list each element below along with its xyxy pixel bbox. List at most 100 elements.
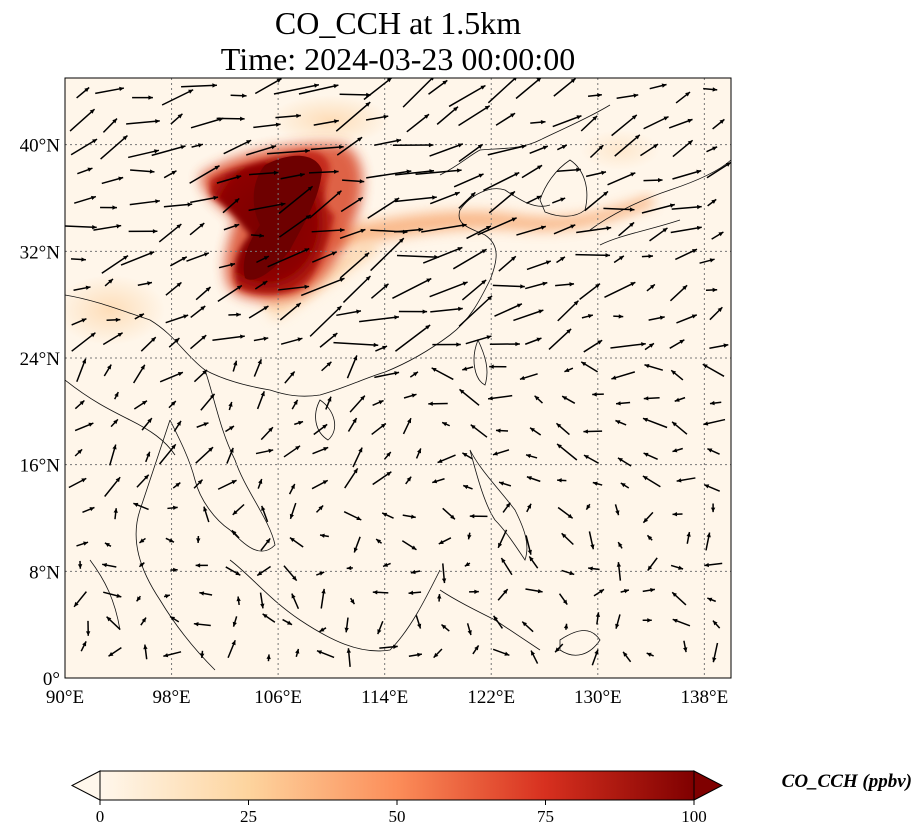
wind-arrow <box>168 337 180 348</box>
wind-arrow <box>458 191 476 209</box>
wind-arrow <box>610 342 646 349</box>
lon-tick-label: 130°E <box>574 687 622 708</box>
wind-arrow <box>136 595 142 602</box>
wind-arrow <box>113 508 118 520</box>
wind-arrow <box>646 534 653 541</box>
wind-arrow <box>595 612 601 625</box>
wind-arrow <box>225 425 235 433</box>
wind-arrow <box>165 537 175 543</box>
wind-arrow <box>159 371 184 383</box>
wind-arrow <box>588 566 600 571</box>
wind-arrow <box>563 623 569 630</box>
wind-arrow <box>308 190 342 219</box>
wind-arrow <box>316 571 325 576</box>
wind-arrow <box>709 400 722 406</box>
wind-arrow <box>216 175 242 184</box>
wind-arrow <box>335 101 371 132</box>
wind-arrow <box>583 429 603 434</box>
wind-arrow <box>580 361 599 373</box>
wind-arrow <box>309 305 343 337</box>
wind-arrow <box>453 173 484 188</box>
wind-arrow <box>579 283 601 300</box>
wind-arrow <box>644 342 655 351</box>
wind-arrow <box>429 143 464 157</box>
wind-arrow <box>232 360 238 372</box>
wind-arrow <box>502 502 511 513</box>
wind-arrow <box>222 197 240 214</box>
wind-arrow <box>415 615 422 629</box>
wind-arrow <box>675 248 698 261</box>
wind-arrow <box>316 650 335 659</box>
wind-arrow <box>173 420 182 432</box>
wind-arrow <box>71 318 87 326</box>
wind-arrow <box>256 391 265 410</box>
wind-arrow <box>336 309 362 317</box>
wind-arrow <box>370 283 389 299</box>
wind-arrow <box>193 479 204 489</box>
wind-arrow <box>534 395 543 404</box>
wind-arrow <box>553 224 576 235</box>
wind-arrow <box>217 284 243 302</box>
wind-arrow <box>248 305 269 319</box>
wind-arrow <box>163 170 177 179</box>
wind-arrow <box>487 78 517 104</box>
wind-arrow <box>132 95 153 100</box>
wind-arrow <box>611 114 638 137</box>
wind-arrow <box>641 203 676 214</box>
wind-arrow <box>340 196 364 213</box>
wind-arrow <box>70 257 86 262</box>
wind-arrow <box>295 648 300 657</box>
wind-arrow <box>649 227 668 242</box>
colorbar-tick-label: 75 <box>537 807 554 826</box>
wind-arrow <box>703 418 726 426</box>
wind-arrow <box>256 255 270 264</box>
wind-arrow <box>704 562 723 568</box>
wind-arrow <box>438 537 452 545</box>
wind-arrow <box>488 190 516 214</box>
latitude-ticks: 0° 8°N 16°N 24°N 32°N 40°N <box>20 136 61 690</box>
wind-arrow <box>254 78 282 95</box>
wind-arrow <box>145 451 151 463</box>
wind-arrow <box>410 569 421 575</box>
map-title-line2: Time: 2024-03-23 00:00:00 <box>220 41 576 77</box>
wind-arrow <box>103 591 122 598</box>
wind-arrow <box>672 169 702 180</box>
wind-arrow <box>106 317 121 323</box>
wind-arrow <box>686 531 691 544</box>
wind-arrow <box>528 555 539 569</box>
wind-arrow <box>429 281 468 298</box>
lon-tick-label: 114°E <box>361 687 408 708</box>
wind-arrow <box>492 449 510 456</box>
wind-arrow <box>346 648 351 667</box>
colorbar-tick-label: 100 <box>681 807 707 826</box>
wind-arrow <box>462 484 473 490</box>
wind-arrow <box>104 278 114 287</box>
wind-arrow <box>448 84 486 108</box>
lon-tick-label: 122°E <box>467 687 515 708</box>
wind-arrow <box>195 446 214 464</box>
wind-arrow <box>190 195 219 204</box>
lon-tick-label: 138°E <box>681 687 729 708</box>
coastlines-and-borders <box>65 104 731 671</box>
wind-arrow <box>102 118 118 133</box>
wind-arrow <box>585 170 607 178</box>
wind-arrow <box>134 313 145 320</box>
wind-arrow <box>458 143 484 163</box>
wind-arrow <box>193 622 211 627</box>
wind-arrow <box>459 388 480 406</box>
wind-arrow <box>375 538 383 544</box>
wind-arrow <box>530 650 539 664</box>
wind-arrow <box>372 590 389 595</box>
wind-arrow <box>284 371 296 384</box>
wind-arrow <box>458 295 493 327</box>
wind-arrow <box>181 83 217 88</box>
wind-arrow <box>308 169 339 174</box>
wind-arrow <box>525 453 538 459</box>
wind-arrow <box>289 502 297 520</box>
wind-arrow <box>344 617 349 633</box>
lat-tick-label: 24°N <box>20 349 61 370</box>
wind-arrow <box>189 334 207 350</box>
wind-arrow <box>611 371 636 380</box>
lat-tick-label: 32°N <box>20 242 61 263</box>
lon-tick-label: 90°E <box>46 687 84 708</box>
